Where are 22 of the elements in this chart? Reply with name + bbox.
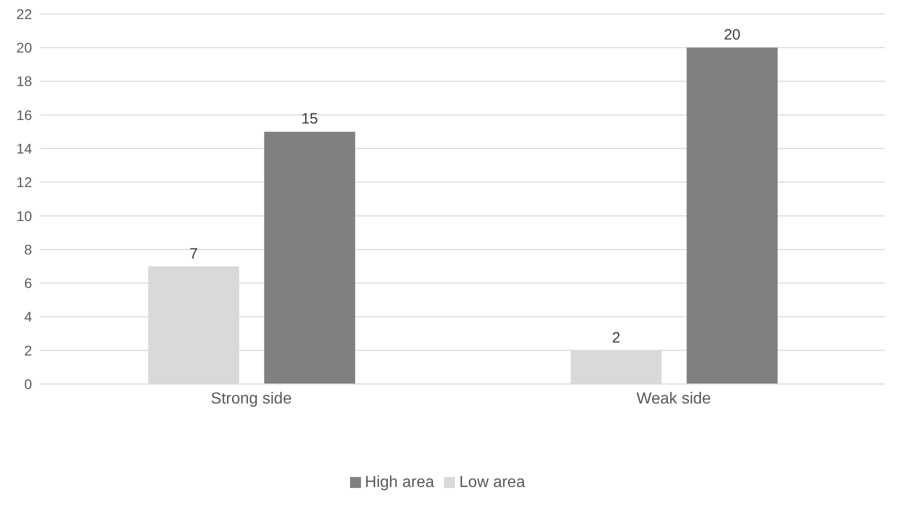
bar — [264, 132, 356, 384]
y-tick-label: 8 — [24, 241, 32, 258]
y-tick-label: 22 — [16, 6, 32, 22]
legend-label: High area — [364, 474, 434, 491]
y-tick-label: 12 — [16, 174, 32, 190]
data-label: 15 — [301, 110, 318, 128]
bar — [686, 48, 778, 384]
data-label: 7 — [189, 245, 198, 262]
legend-label: Low area — [459, 474, 526, 491]
y-tick-label: 6 — [24, 275, 32, 292]
y-tick-label: 20 — [16, 40, 32, 56]
y-tick-label: 16 — [16, 106, 32, 123]
x-tick-label: Weak side — [636, 390, 712, 408]
x-tick-label: Strong side — [210, 390, 292, 408]
y-tick-label: 4 — [24, 308, 32, 325]
y-tick-label: 14 — [16, 140, 32, 157]
data-label: 2 — [612, 329, 620, 346]
y-tick-label: 10 — [16, 208, 32, 224]
y-tick-label: 0 — [24, 376, 32, 392]
data-label: 20 — [724, 26, 741, 44]
y-tick-label: 2 — [24, 342, 32, 358]
y-tick-label: 18 — [16, 73, 32, 90]
